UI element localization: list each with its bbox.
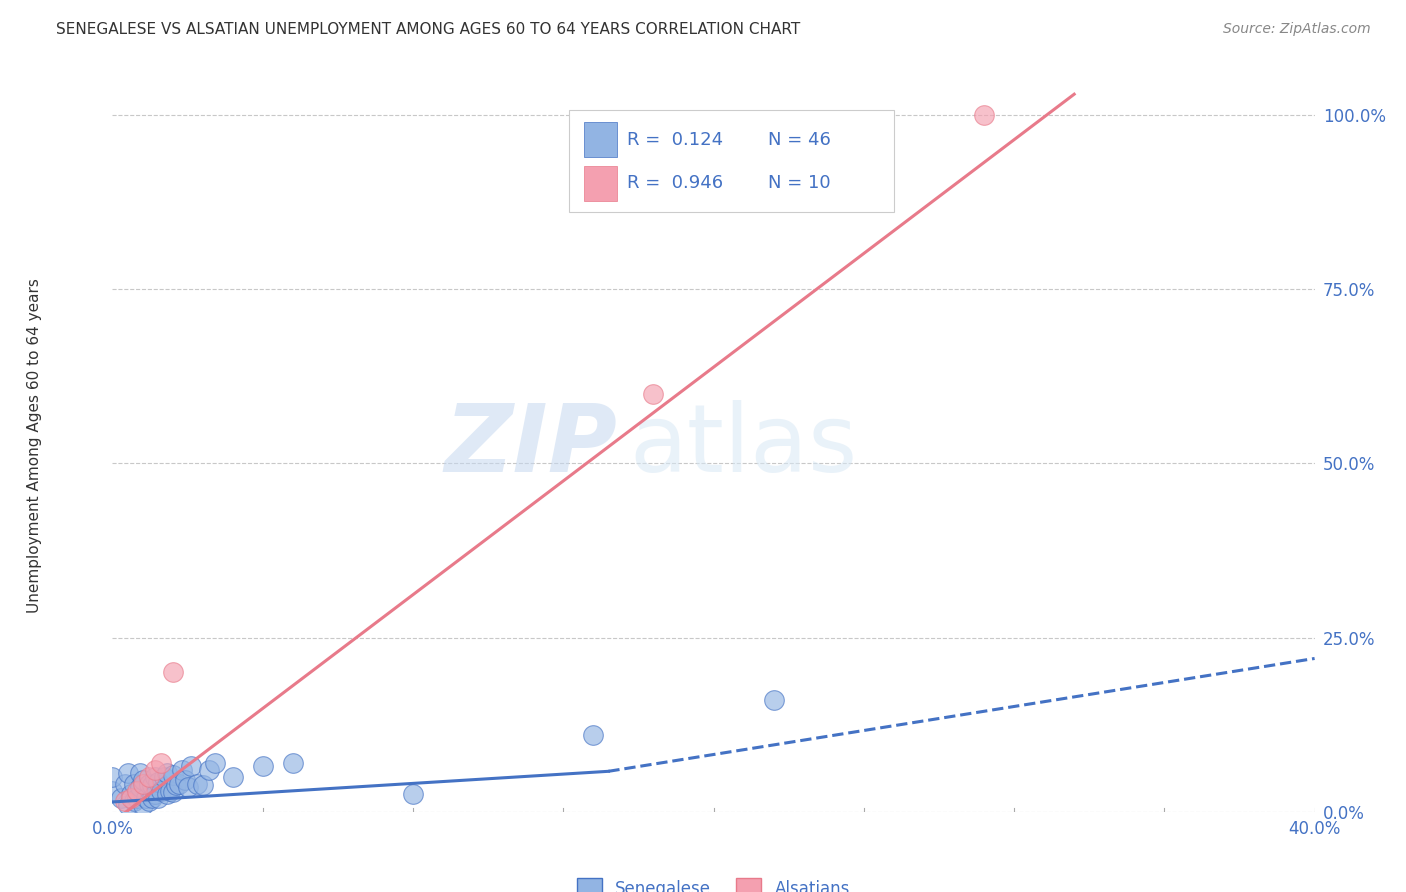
Point — [141, 790, 163, 805]
Point — [973, 108, 995, 122]
Point — [149, 756, 172, 770]
Point — [141, 778, 163, 792]
Point — [122, 777, 145, 791]
Text: Source: ZipAtlas.com: Source: ZipAtlas.com — [1223, 22, 1371, 37]
Point — [128, 766, 150, 780]
Point — [643, 386, 665, 401]
Point — [143, 763, 166, 777]
Text: SENEGALESE VS ALSATIAN UNEMPLOYMENT AMONG AGES 60 TO 64 YEARS CORRELATION CHART: SENEGALESE VS ALSATIAN UNEMPLOYMENT AMON… — [56, 22, 800, 37]
Text: ZIP: ZIP — [444, 400, 617, 492]
Text: N = 46: N = 46 — [768, 130, 831, 149]
Point — [204, 756, 226, 770]
Text: R =  0.124: R = 0.124 — [627, 130, 723, 149]
Point — [125, 784, 148, 798]
Point — [167, 777, 190, 791]
FancyBboxPatch shape — [583, 122, 617, 157]
Point — [176, 780, 198, 795]
Text: Unemployment Among Ages 60 to 64 years: Unemployment Among Ages 60 to 64 years — [27, 278, 42, 614]
Legend: Senegalese, Alsatians: Senegalese, Alsatians — [571, 871, 856, 892]
Point — [146, 790, 169, 805]
Point — [122, 794, 145, 808]
Point — [125, 790, 148, 805]
Point — [186, 777, 208, 791]
Point — [143, 770, 166, 784]
Point — [131, 777, 153, 791]
Point — [152, 770, 174, 784]
Point — [114, 794, 136, 808]
Point — [138, 770, 160, 784]
Point — [762, 693, 785, 707]
Point — [101, 770, 124, 784]
Point — [135, 790, 157, 805]
Point — [162, 785, 184, 799]
Point — [114, 777, 136, 791]
FancyBboxPatch shape — [583, 166, 617, 201]
Point — [117, 766, 139, 780]
Point — [117, 797, 139, 812]
Point — [149, 784, 172, 798]
Text: atlas: atlas — [630, 400, 858, 492]
Point — [110, 790, 132, 805]
Point — [120, 790, 142, 805]
Point — [138, 777, 160, 791]
Point — [197, 763, 219, 777]
Point — [101, 784, 124, 798]
Point — [180, 759, 202, 773]
Point — [128, 780, 150, 795]
Text: N = 10: N = 10 — [768, 175, 831, 193]
Point — [173, 773, 195, 788]
FancyBboxPatch shape — [569, 110, 894, 212]
Point — [582, 728, 605, 742]
Point — [191, 778, 214, 792]
Point — [252, 759, 274, 773]
Point — [159, 784, 181, 798]
Point — [170, 763, 193, 777]
Point — [138, 794, 160, 808]
Point — [162, 665, 184, 680]
Point — [146, 775, 169, 789]
Point — [143, 787, 166, 801]
Point — [281, 756, 304, 770]
Point — [131, 773, 153, 788]
Point — [155, 766, 177, 780]
Point — [222, 770, 245, 784]
Point — [402, 787, 425, 801]
Point — [155, 787, 177, 801]
Point — [162, 768, 184, 782]
Text: R =  0.946: R = 0.946 — [627, 175, 723, 193]
Point — [165, 778, 187, 792]
Point — [131, 797, 153, 812]
Point — [120, 787, 142, 801]
